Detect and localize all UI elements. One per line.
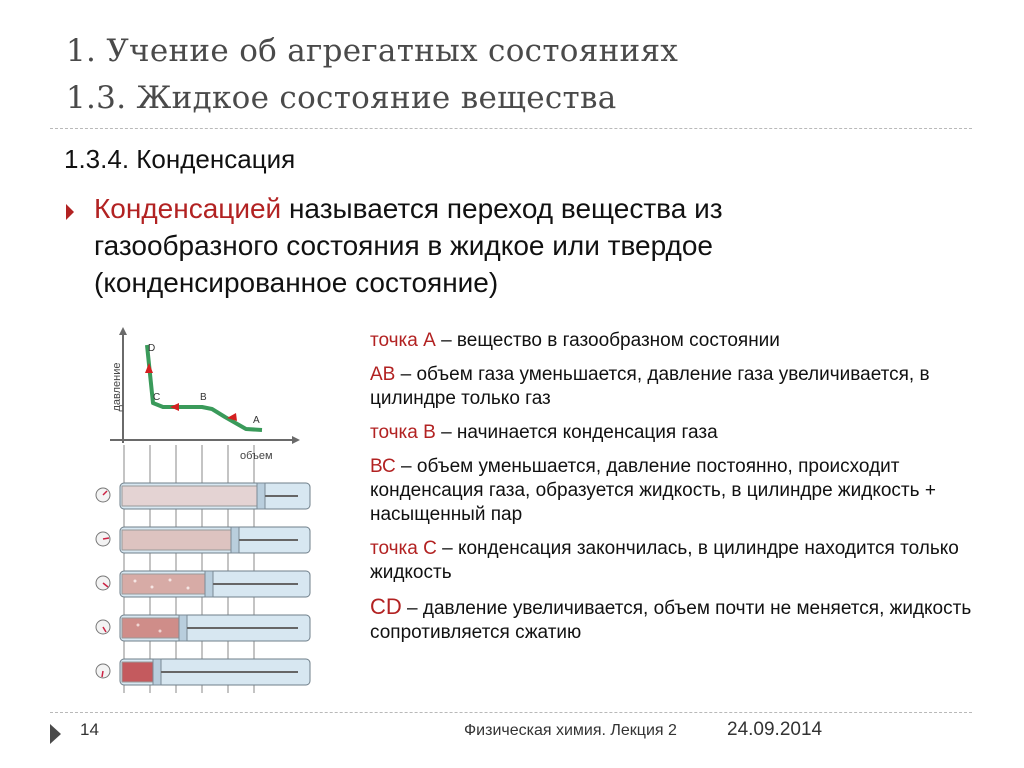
x-axis-arrow-icon bbox=[292, 436, 300, 444]
point-label-b: B bbox=[200, 392, 207, 403]
bullet-arrow-icon bbox=[66, 204, 74, 220]
explanation-term: АВ bbox=[370, 364, 396, 385]
direction-arrow-icon bbox=[227, 413, 237, 421]
point-label-c: C bbox=[153, 392, 160, 403]
direction-arrow-icon bbox=[170, 403, 179, 411]
explanation-text: – конденсация закончилась, в цилиндре на… bbox=[370, 538, 959, 583]
section-heading: 1.3.4. Конденсация bbox=[64, 144, 296, 174]
cylinder-condensation-start bbox=[95, 526, 311, 554]
slide-title: 1. Учение об агрегатных состояниях 1.3. … bbox=[66, 28, 966, 122]
definition-paragraph: Конденсацией называется переход вещества… bbox=[94, 190, 894, 301]
explanation-text: – объем газа уменьшается, давление газа … bbox=[370, 364, 930, 409]
explanation-term: CD bbox=[370, 594, 402, 619]
title-line-1: 1. Учение об агрегатных состояниях bbox=[66, 33, 679, 69]
explanation-term: точка В bbox=[370, 422, 436, 443]
explanation-segment-cd: CD – давление увеличивается, объем почти… bbox=[370, 595, 980, 645]
explanation-text: – объем уменьшается, давление постоянно,… bbox=[370, 456, 936, 525]
condensation-diagram: давление объем D C B A bbox=[95, 327, 311, 693]
direction-arrow-icon bbox=[145, 363, 153, 373]
cylinder-liquid-only bbox=[95, 614, 311, 642]
explanation-term: точка А bbox=[370, 330, 436, 351]
footer-divider bbox=[50, 712, 972, 713]
cylinder-liquid-vapour bbox=[95, 570, 311, 598]
y-axis-label: давление bbox=[111, 362, 123, 411]
explanation-point-c: точка С – конденсация закончилась, в цил… bbox=[370, 537, 980, 585]
title-divider bbox=[50, 128, 972, 129]
title-line-2: 1.3. Жидкое состояние вещества bbox=[66, 80, 617, 116]
explanation-point-b: точка В – начинается конденсация газа bbox=[370, 421, 980, 445]
explanation-point-a: точка А – вещество в газообразном состоя… bbox=[370, 329, 980, 353]
explanation-segment-ab: АВ – объем газа уменьшается, давление га… bbox=[370, 363, 980, 411]
condensation-figure: давление объем D C B A bbox=[90, 325, 315, 700]
definition-term: Конденсацией bbox=[94, 193, 282, 224]
point-label-d: D bbox=[148, 343, 155, 354]
cylinder-gas-only bbox=[95, 482, 311, 510]
explanation-text: – вещество в газообразном состоянии bbox=[435, 330, 780, 351]
explanation-term: ВС bbox=[370, 456, 396, 477]
explanation-list: точка А – вещество в газообразном состоя… bbox=[370, 329, 980, 655]
y-axis-arrow-icon bbox=[119, 327, 127, 335]
x-axis-label: объем bbox=[240, 450, 273, 462]
definition-text: называется переход вещества из газообраз… bbox=[94, 193, 723, 298]
explanation-text: – давление увеличивается, объем почти не… bbox=[370, 598, 972, 643]
cylinder-compressed-liquid bbox=[95, 658, 311, 686]
slide-number: 14 bbox=[80, 720, 99, 739]
explanation-text: – начинается конденсация газа bbox=[435, 422, 718, 443]
footer-course-title: Физическая химия. Лекция 2 bbox=[464, 722, 677, 739]
pressure-volume-curve bbox=[145, 344, 263, 432]
explanation-segment-bc: ВС – объем уменьшается, давление постоян… bbox=[370, 455, 980, 527]
point-label-a: A bbox=[253, 415, 260, 426]
explanation-term: точка С bbox=[370, 538, 437, 559]
play-arrow-icon bbox=[50, 724, 61, 744]
footer-date: 24.09.2014 bbox=[727, 719, 823, 740]
